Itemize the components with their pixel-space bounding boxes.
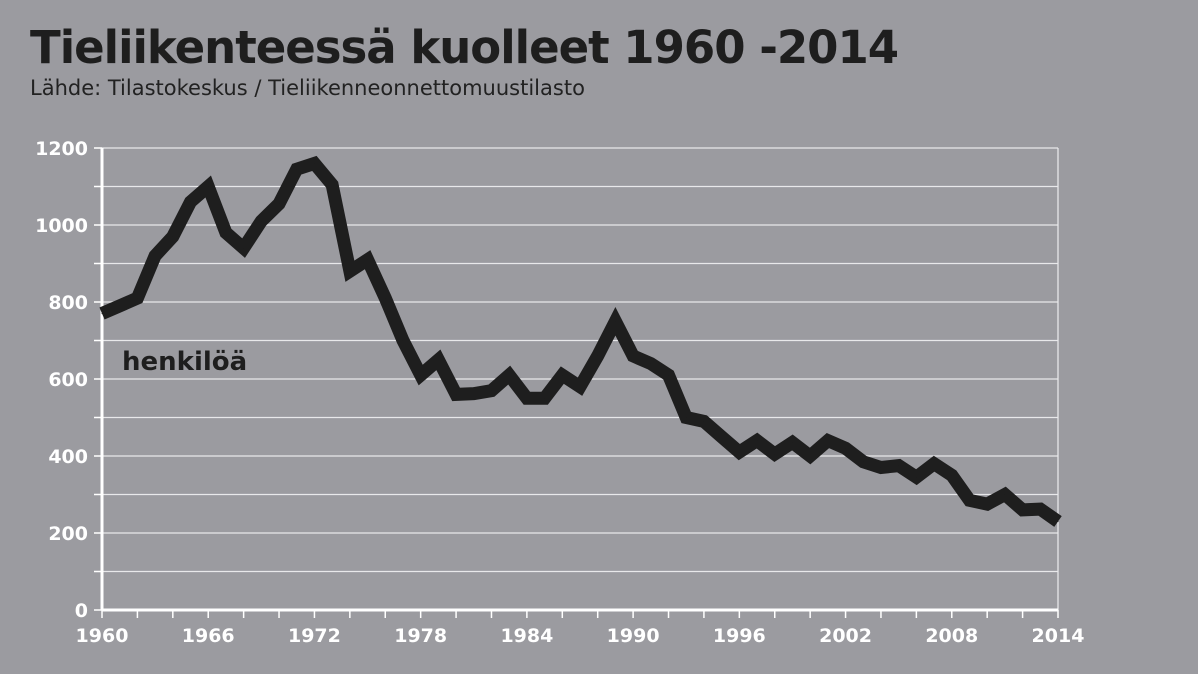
data-point bbox=[968, 499, 970, 501]
data-point bbox=[986, 503, 988, 505]
data-point bbox=[685, 417, 687, 418]
data-point bbox=[225, 232, 227, 234]
data-point bbox=[915, 476, 917, 478]
unit-label: henkilöä bbox=[122, 347, 247, 377]
y-tick-label: 0 bbox=[75, 600, 88, 622]
x-tick-label: 2002 bbox=[819, 625, 872, 647]
data-point bbox=[809, 455, 811, 457]
data-point bbox=[119, 305, 121, 307]
x-tick-label: 1972 bbox=[288, 625, 341, 647]
data-point bbox=[880, 467, 882, 469]
data-point bbox=[207, 186, 209, 187]
data-point bbox=[278, 203, 280, 205]
x-tick-label: 2014 bbox=[1032, 625, 1085, 647]
data-point bbox=[774, 453, 776, 455]
x-tick-label: 1960 bbox=[76, 625, 129, 647]
data-point bbox=[154, 255, 156, 257]
y-tick-label: 200 bbox=[48, 523, 88, 545]
x-tick-label: 1996 bbox=[713, 625, 766, 647]
data-point bbox=[349, 270, 351, 272]
data-point bbox=[420, 374, 422, 376]
x-tick-label: 1966 bbox=[182, 625, 235, 647]
data-point bbox=[1004, 494, 1006, 495]
y-tick-label: 800 bbox=[48, 292, 88, 314]
data-point bbox=[526, 397, 528, 399]
data-point bbox=[437, 359, 439, 361]
data-point bbox=[136, 297, 138, 299]
data-point bbox=[101, 313, 103, 315]
data-point bbox=[190, 201, 192, 203]
data-point bbox=[490, 390, 492, 392]
data-point bbox=[791, 442, 793, 444]
data-point bbox=[738, 451, 740, 453]
data-point bbox=[384, 297, 386, 299]
data-point bbox=[313, 162, 315, 164]
data-point bbox=[1022, 509, 1024, 511]
chart-title: Tieliikenteessä kuolleet 1960 -2014 bbox=[30, 21, 899, 74]
data-point bbox=[951, 474, 953, 476]
data-point bbox=[650, 363, 652, 365]
data-point bbox=[455, 393, 457, 395]
x-tick-label: 2008 bbox=[925, 625, 978, 647]
grid bbox=[102, 147, 1059, 610]
x-tick-labels: 1960 1966 1972 1978 1984 1990 1996 2002 2008 2014 bbox=[76, 625, 1085, 647]
data-point bbox=[933, 463, 935, 465]
data-point bbox=[367, 259, 369, 261]
data-point bbox=[597, 355, 599, 357]
chart-source: Lähde: Tilastokeskus / Tieliikenneonnett… bbox=[30, 76, 585, 100]
data-point bbox=[260, 220, 262, 222]
data-point bbox=[632, 355, 634, 357]
data-point bbox=[243, 247, 245, 249]
data-point bbox=[331, 184, 333, 186]
data-point bbox=[898, 465, 900, 467]
y-tick-labels: 0 200 400 600 800 1000 1200 bbox=[35, 138, 88, 622]
data-point bbox=[172, 236, 174, 238]
data-point bbox=[614, 320, 616, 322]
data-point bbox=[544, 397, 546, 399]
data-point bbox=[402, 340, 404, 341]
data-point bbox=[296, 168, 298, 170]
data-point bbox=[756, 440, 758, 442]
data-point bbox=[862, 461, 864, 463]
x-tick-label: 1978 bbox=[394, 625, 447, 647]
data-point bbox=[721, 436, 723, 438]
y-tick-label: 1000 bbox=[35, 215, 88, 237]
data-point bbox=[508, 374, 510, 376]
data-point bbox=[827, 440, 829, 442]
series-line-deaths bbox=[99, 155, 1062, 527]
x-tick-label: 1984 bbox=[500, 625, 553, 647]
data-point bbox=[845, 447, 847, 449]
data-point bbox=[703, 420, 705, 422]
data-point bbox=[1057, 520, 1059, 522]
y-tick-label: 600 bbox=[48, 369, 88, 391]
y-tick-label: 1200 bbox=[35, 138, 88, 160]
data-point bbox=[561, 374, 563, 376]
data-point bbox=[579, 386, 581, 388]
data-points bbox=[101, 162, 1059, 522]
data-point bbox=[668, 374, 670, 376]
data-point bbox=[1039, 508, 1041, 510]
axes bbox=[94, 147, 1059, 618]
x-tick-label: 1990 bbox=[607, 625, 660, 647]
y-tick-label: 400 bbox=[48, 446, 88, 468]
data-point bbox=[473, 393, 475, 395]
